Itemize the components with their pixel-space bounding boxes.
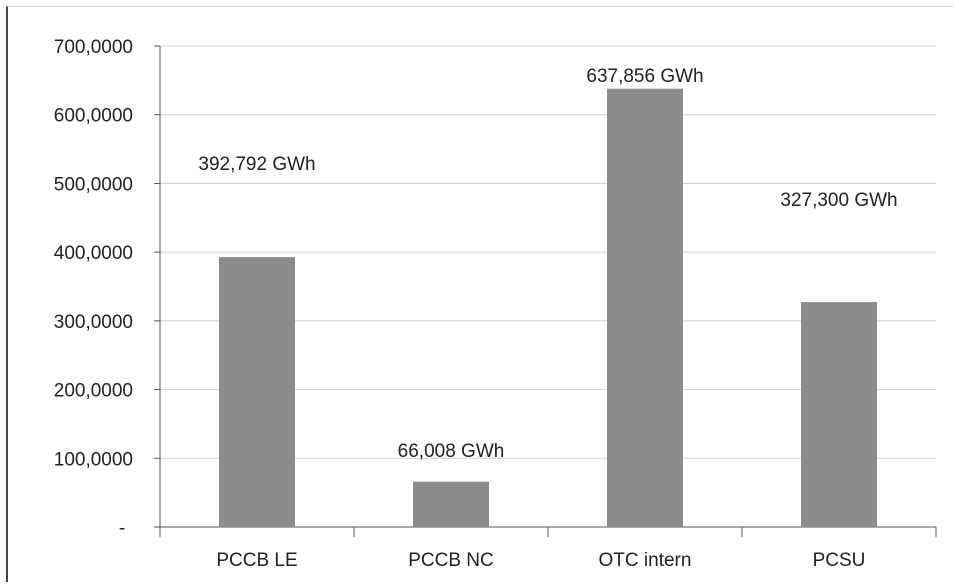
bar[interactable] — [801, 302, 877, 527]
data-label: 637,856 GWh — [586, 66, 703, 87]
data-label: 392,792 GWh — [198, 154, 315, 175]
data-label: 327,300 GWh — [780, 190, 897, 211]
x-tick-label: OTC intern — [599, 550, 692, 571]
data-label: 66,008 GWh — [398, 441, 505, 462]
x-tick-label: PCCB NC — [408, 550, 494, 571]
y-tick-label: 600,0000 — [54, 106, 133, 127]
y-tick-label: 400,0000 — [54, 243, 133, 264]
y-tick-label: 100,0000 — [54, 449, 133, 470]
y-tick-label: 200,0000 — [54, 381, 133, 402]
y-tick-label: 500,0000 — [54, 174, 133, 195]
bar[interactable] — [413, 481, 489, 527]
x-tick-label: PCCB LE — [216, 550, 297, 571]
bar[interactable] — [607, 88, 683, 527]
y-tick-label: 700,0000 — [54, 37, 133, 58]
y-tick-label: - — [119, 518, 125, 539]
bar[interactable] — [219, 257, 295, 527]
y-tick-label: 300,0000 — [54, 312, 133, 333]
x-tick-label: PCSU — [813, 550, 866, 571]
